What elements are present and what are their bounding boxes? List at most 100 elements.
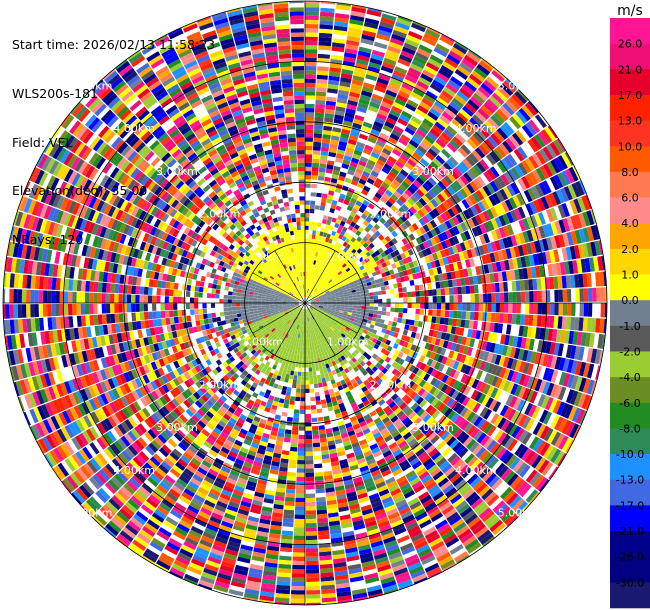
velocity-gate	[316, 87, 327, 93]
velocity-gate	[318, 45, 331, 51]
velocity-gate	[310, 286, 314, 291]
velocity-gate	[382, 11, 398, 18]
velocity-gate	[409, 26, 425, 37]
velocity-gate	[326, 96, 337, 102]
velocity-gate	[301, 380, 305, 385]
velocity-gate	[324, 206, 331, 212]
velocity-gate	[550, 289, 555, 302]
velocity-gate	[328, 151, 337, 158]
velocity-gate	[394, 312, 399, 318]
velocity-gate	[314, 283, 318, 288]
velocity-gate	[476, 63, 491, 76]
velocity-gate	[394, 145, 404, 154]
velocity-gate	[411, 297, 416, 303]
velocity-gate	[328, 279, 333, 284]
velocity-gate	[315, 488, 325, 494]
velocity-gate	[340, 245, 346, 251]
velocity-gate	[415, 303, 421, 309]
velocity-gate	[365, 113, 376, 121]
velocity-gate	[571, 288, 576, 302]
velocity-gate	[345, 267, 351, 273]
velocity-gate	[537, 290, 542, 302]
velocity-gate	[475, 89, 488, 102]
velocity-gate	[389, 288, 395, 294]
velocity-gate	[366, 70, 379, 78]
velocity-gate	[294, 405, 300, 410]
velocity-gate	[305, 36, 318, 42]
velocity-gate	[312, 287, 316, 292]
velocity-gate	[341, 68, 354, 76]
velocity-gate	[373, 181, 381, 189]
velocity-gate	[427, 58, 442, 69]
velocity-gate	[317, 175, 325, 181]
velocity-gate	[384, 235, 392, 243]
velocity-gate	[454, 94, 467, 106]
velocity-gate	[365, 306, 370, 310]
velocity-gate	[305, 103, 315, 109]
velocity-gate	[319, 391, 325, 396]
velocity-gate	[325, 168, 333, 174]
velocity-gate	[406, 286, 412, 292]
velocity-gate	[392, 101, 405, 111]
velocity-gate	[310, 263, 314, 269]
velocity-gate	[351, 4, 367, 10]
velocity-gate	[470, 96, 483, 108]
velocity-gate	[398, 184, 407, 192]
velocity-gate	[305, 501, 316, 507]
velocity-gate	[311, 286, 315, 291]
velocity-gate	[416, 48, 431, 58]
velocity-gate	[311, 417, 318, 423]
velocity-gate	[392, 70, 406, 79]
velocity-gate	[320, 7, 335, 13]
velocity-gate	[317, 522, 329, 527]
velocity-gate	[356, 242, 363, 248]
velocity-gate	[443, 317, 449, 325]
velocity-gate	[405, 319, 411, 325]
velocity-gate	[305, 120, 314, 125]
velocity-gate	[288, 408, 294, 414]
velocity-gate	[421, 97, 434, 108]
velocity-gate	[346, 35, 361, 43]
velocity-gate	[307, 280, 310, 285]
velocity-gate	[326, 242, 332, 248]
velocity-gate	[305, 246, 308, 251]
velocity-gate	[437, 39, 452, 50]
velocity-gate	[331, 50, 344, 57]
velocity-gate	[311, 421, 318, 427]
velocity-gate	[428, 189, 437, 199]
velocity-gate	[461, 286, 467, 295]
velocity-gate	[297, 464, 305, 469]
velocity-gate	[310, 392, 315, 397]
velocity-gate	[355, 230, 362, 237]
velocity-gate	[354, 214, 361, 221]
velocity-gate	[456, 164, 466, 175]
velocity-gate	[329, 63, 342, 69]
velocity-gate	[485, 76, 500, 89]
velocity-gate	[383, 93, 396, 102]
velocity-gate	[352, 305, 358, 309]
velocity-gate	[440, 131, 452, 142]
velocity-gate	[334, 17, 349, 24]
velocity-gate	[354, 224, 360, 230]
velocity-gate	[458, 130, 469, 141]
velocity-gate	[289, 451, 298, 456]
velocity-gate	[353, 239, 360, 246]
velocity-gate	[334, 273, 339, 278]
velocity-gate	[293, 413, 300, 418]
velocity-gate	[400, 214, 408, 223]
velocity-gate	[362, 148, 372, 156]
velocity-gate	[322, 278, 326, 283]
velocity-gate	[305, 497, 316, 503]
velocity-gate	[348, 300, 353, 303]
velocity-gate	[318, 429, 326, 435]
velocity-gate	[373, 295, 379, 300]
velocity-gate	[478, 312, 483, 321]
velocity-gate	[370, 209, 378, 217]
velocity-gate	[305, 464, 314, 469]
velocity-gate	[353, 71, 366, 78]
velocity-gate	[432, 309, 437, 317]
velocity-gate	[311, 413, 317, 418]
velocity-gate	[550, 303, 555, 315]
velocity-gate	[382, 97, 394, 106]
velocity-gate	[306, 569, 320, 574]
